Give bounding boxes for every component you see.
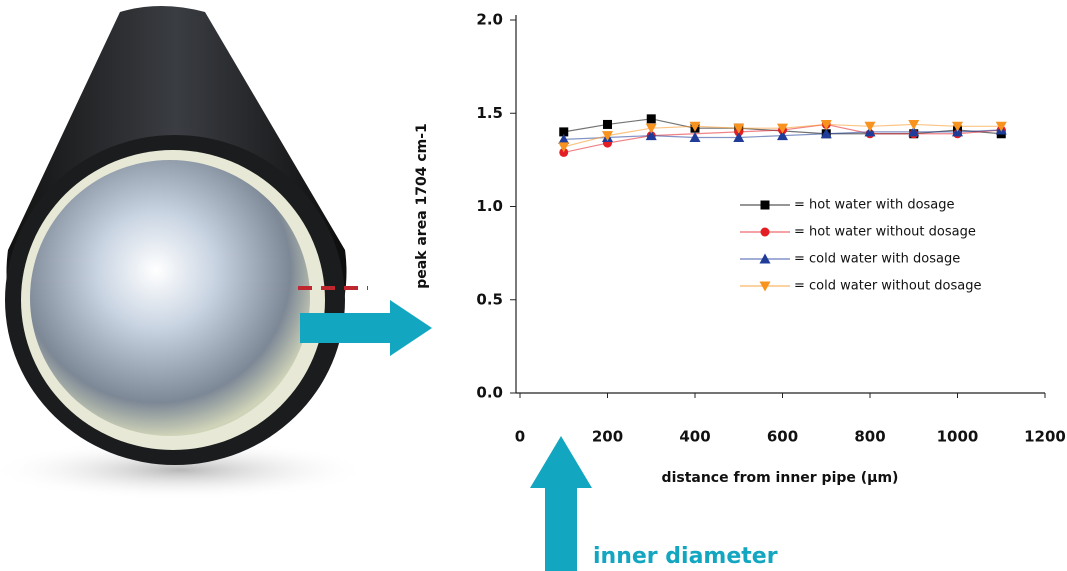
x-tick-label: 1200 [1024,428,1066,446]
x-tick-label: 600 [767,428,798,446]
y-tick-label: 0.5 [476,290,503,308]
marker [761,201,770,210]
legend-label: = cold water with dosage [794,252,960,267]
marker [865,122,876,132]
legend-label: = hot water without dosage [794,225,976,240]
marker [761,228,770,237]
y-axis-title: peak area 1704 cm-1 [414,123,430,289]
figure: distance from inner pipe (µm) peak area … [0,0,1067,571]
x-tick-label: 1000 [937,428,979,446]
x-tick-label: 400 [679,428,710,446]
x-axis-title: distance from inner pipe (µm) [662,470,899,486]
legend-label: = cold water without dosage [794,279,982,294]
x-tick-label: 800 [854,428,885,446]
y-tick-label: 1.0 [476,197,503,215]
annotation: inner diameter [593,544,778,569]
x-tick-label: 0 [515,428,525,446]
marker [647,114,656,123]
x-tick-label: 200 [592,428,623,446]
y-tick-label: 1.5 [476,104,503,122]
pipe-illustration [0,6,592,571]
y-tick-label: 0.0 [476,384,503,402]
marker [603,120,612,129]
y-tick-label: 2.0 [476,11,503,29]
legend-label: = hot water with dosage [794,198,955,213]
